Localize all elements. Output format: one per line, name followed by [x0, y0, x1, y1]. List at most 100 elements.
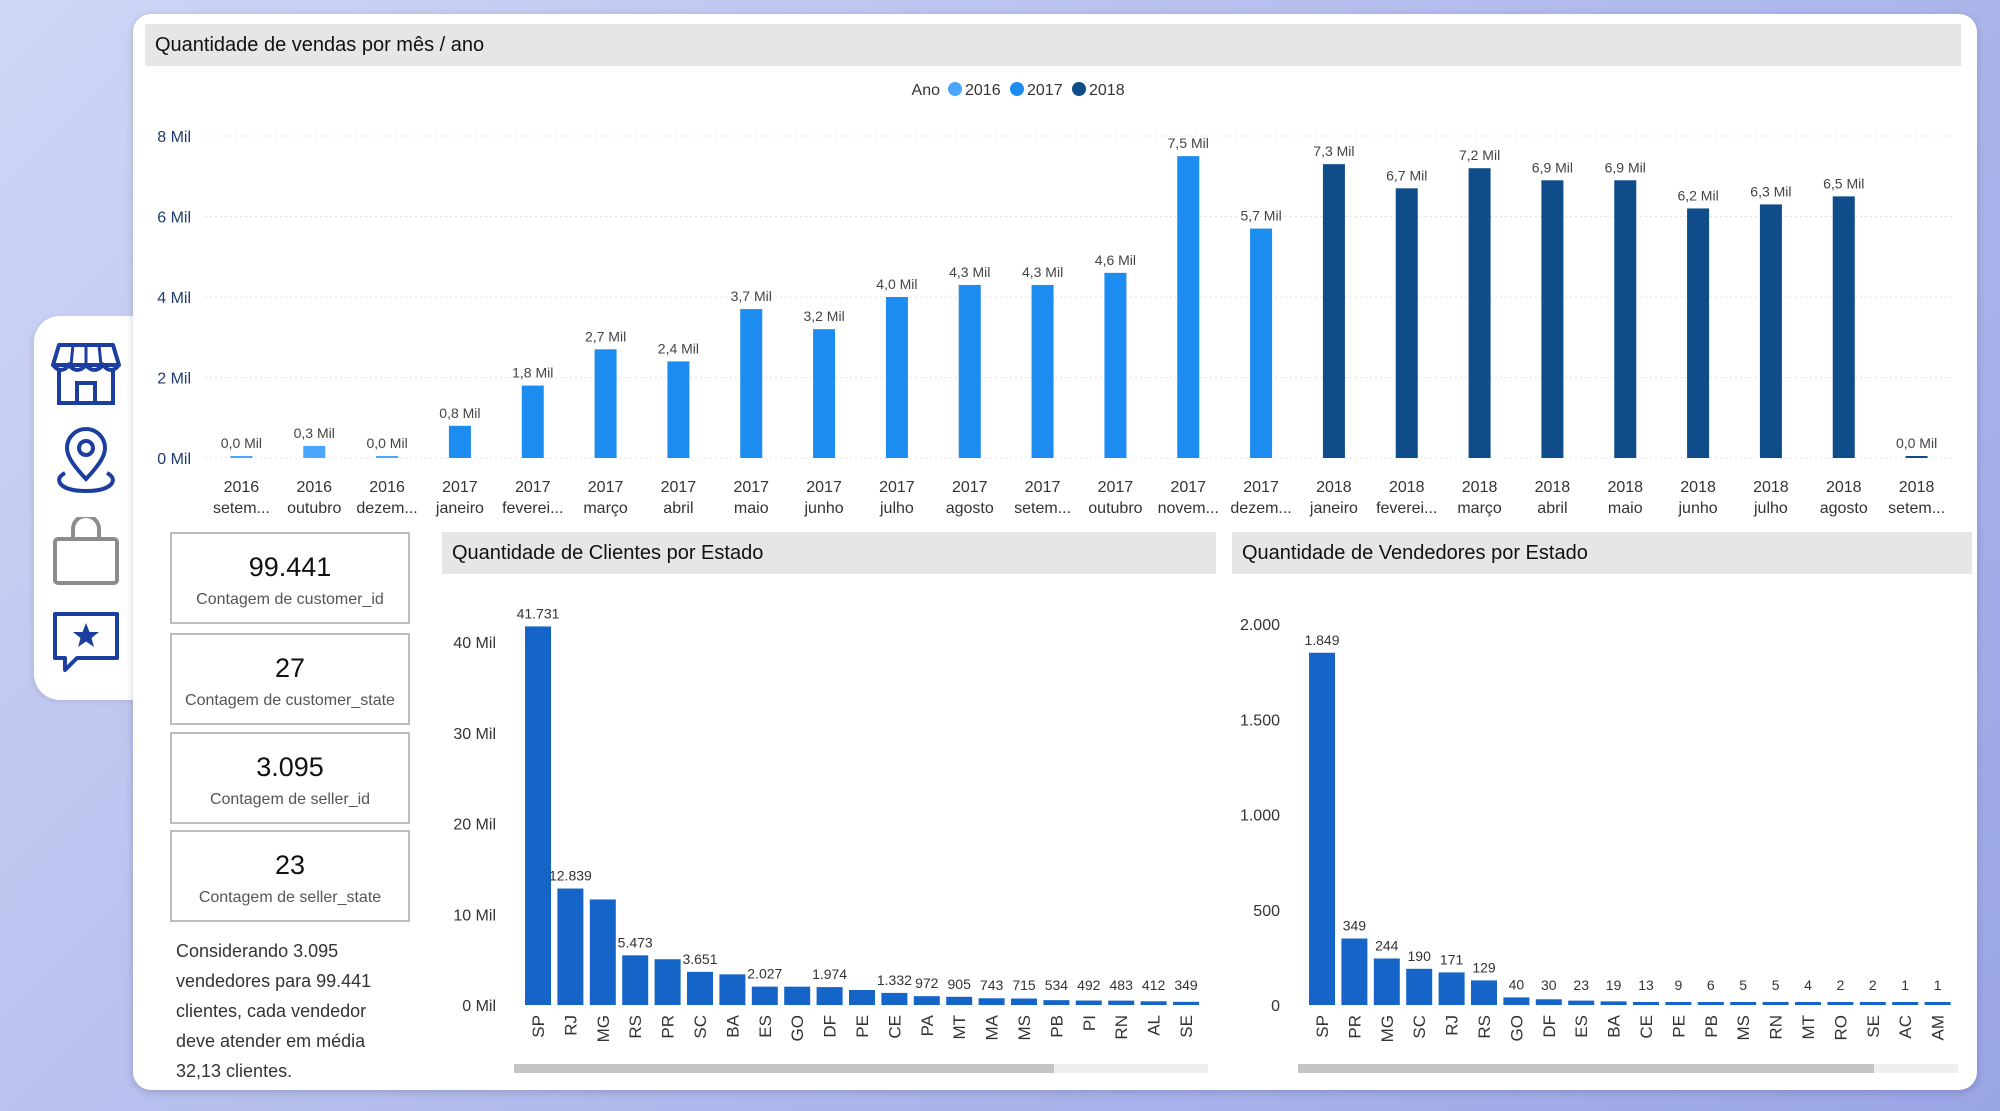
x-tick-label: SE: [1864, 1015, 1883, 1038]
data-label: 244: [1375, 938, 1399, 954]
legend-entry-2016: 2016: [965, 82, 1001, 99]
store-icon[interactable]: [50, 338, 122, 410]
x-tick-label: MG: [594, 1015, 613, 1042]
x-tick-year: 2017: [515, 479, 551, 496]
x-tick-label: GO: [1507, 1015, 1526, 1041]
bar-CE: [1633, 1002, 1659, 1005]
x-tick-year: 2017: [952, 479, 988, 496]
y-tick-label: 0: [1271, 998, 1280, 1015]
bar-PA: [913, 996, 940, 1005]
data-label: 2.027: [747, 966, 782, 982]
bar-PB: [1697, 1002, 1724, 1005]
bar-RN: [1762, 1002, 1789, 1005]
x-tick-year: 2017: [1170, 479, 1206, 496]
data-label: 3.651: [682, 951, 717, 967]
sellers-by-state-chart[interactable]: 0 500 1.000 1.500 2.000 1.849 SP 349 PR 244 MG 190 S…: [1232, 580, 1972, 1050]
x-tick-label: MT: [1799, 1015, 1818, 1040]
x-tick-year: 2017: [1025, 479, 1061, 496]
x-tick-month: dezem...: [1230, 500, 1291, 517]
x-tick-month: julho: [1753, 500, 1788, 517]
x-tick-year: 2018: [1899, 479, 1935, 496]
data-label: 6,9 Mil: [1532, 159, 1573, 175]
data-label: 5: [1772, 977, 1780, 993]
legend-marker-2018: [1072, 82, 1086, 96]
legend-marker-2016: [948, 82, 962, 96]
data-label: 13: [1638, 977, 1654, 993]
x-tick-month: junho: [804, 500, 844, 517]
customers-by-state-chart[interactable]: 0 Mil 10 Mil 20 Mil 30 Mil 40 Mil 41.731 SP 12.…: [442, 580, 1216, 1050]
bar-ES: [1568, 1000, 1595, 1005]
x-tick-year: 2017: [879, 479, 915, 496]
bar-2018-16: [1395, 188, 1418, 458]
kpi-card-seller-state[interactable]: 23 Contagem de seller_state: [170, 830, 410, 922]
x-tick-month: setem...: [1888, 500, 1945, 517]
bar-PE: [849, 990, 875, 1005]
kpi-card-customer-state[interactable]: 27 Contagem de customer_state: [170, 633, 410, 725]
data-label: 2,4 Mil: [658, 340, 699, 356]
y-tick-label: 30 Mil: [453, 726, 496, 743]
x-tick-label: RN: [1112, 1015, 1131, 1040]
sellers-chart-scrollbar[interactable]: [1298, 1064, 1958, 1073]
kpi-card-seller-id[interactable]: 3.095 Contagem de seller_id: [170, 732, 410, 824]
bar-PE: [1665, 1002, 1692, 1005]
y-tick-label: 4 Mil: [157, 290, 191, 307]
x-tick-year: 2018: [1607, 479, 1643, 496]
x-tick-label: MS: [1015, 1015, 1034, 1041]
data-label: 743: [980, 977, 1004, 993]
data-label: 0,8 Mil: [439, 405, 480, 421]
bar-AC: [1892, 1002, 1919, 1005]
x-tick-year: 2017: [661, 479, 697, 496]
data-label: 6,2 Mil: [1677, 187, 1718, 203]
location-pin-icon[interactable]: [50, 426, 122, 498]
y-tick-label: 2 Mil: [157, 371, 191, 388]
scrollbar-thumb[interactable]: [514, 1064, 1054, 1073]
data-label: 715: [1012, 977, 1036, 993]
data-label: 23: [1573, 977, 1589, 993]
scrollbar-thumb[interactable]: [1298, 1064, 1874, 1073]
kpi-card-customer-id[interactable]: 99.441 Contagem de customer_id: [170, 532, 410, 624]
data-label: 4: [1804, 977, 1812, 993]
data-label: 7,5 Mil: [1168, 135, 1209, 151]
bar-SP: [525, 626, 551, 1005]
bar-2018-17: [1468, 168, 1491, 458]
y-tick-label: 1.000: [1240, 808, 1280, 825]
star-message-icon[interactable]: [50, 606, 122, 678]
bar-BA: [1600, 1001, 1627, 1005]
bar-2017-3: [448, 425, 471, 458]
x-tick-month: setem...: [1014, 500, 1071, 517]
data-label: 0,3 Mil: [294, 425, 335, 441]
bar-2018-20: [1687, 208, 1710, 458]
data-label: 6,5 Mil: [1823, 175, 1864, 191]
x-tick-label: SC: [1410, 1015, 1429, 1039]
kpi-label: Contagem de customer_id: [196, 591, 384, 608]
x-tick-month: agosto: [1820, 500, 1868, 517]
sales-by-month-chart[interactable]: Ano 2016 2017 2018 0 Mil 2 Mil 4 Mil 6 Mil 8 Mil…: [145, 70, 1961, 530]
bar-2018-22: [1832, 196, 1855, 458]
x-tick-label: SP: [1313, 1015, 1332, 1038]
y-tick-label: 10 Mil: [453, 907, 496, 924]
x-tick-month: setem...: [213, 500, 270, 517]
data-label: 7,2 Mil: [1459, 147, 1500, 163]
x-tick-year: 2018: [1389, 479, 1425, 496]
x-tick-label: AM: [1929, 1015, 1948, 1041]
x-tick-year: 2017: [588, 479, 624, 496]
x-tick-month: feverei...: [1376, 500, 1437, 517]
data-label: 1.974: [812, 966, 847, 982]
bar-2017-13: [1177, 156, 1200, 458]
customers-chart-scrollbar[interactable]: [514, 1064, 1208, 1073]
data-label: 4,3 Mil: [949, 264, 990, 280]
x-tick-label: MT: [950, 1015, 969, 1040]
kpi-value: 23: [274, 850, 306, 880]
shopping-bag-icon[interactable]: [50, 516, 122, 588]
data-label: 412: [1142, 977, 1166, 993]
data-label: 3,7 Mil: [731, 288, 772, 304]
bar-SC: [687, 971, 713, 1005]
x-tick-label: SC: [691, 1015, 710, 1039]
data-label: 4,0 Mil: [876, 276, 917, 292]
bar-PI: [1075, 1000, 1102, 1005]
data-label: 1.849: [1304, 632, 1339, 648]
data-label: 1,8 Mil: [512, 365, 553, 381]
bar-AM: [1924, 1002, 1951, 1005]
x-tick-label: RJ: [1443, 1015, 1462, 1036]
bar-2018-19: [1614, 180, 1637, 458]
